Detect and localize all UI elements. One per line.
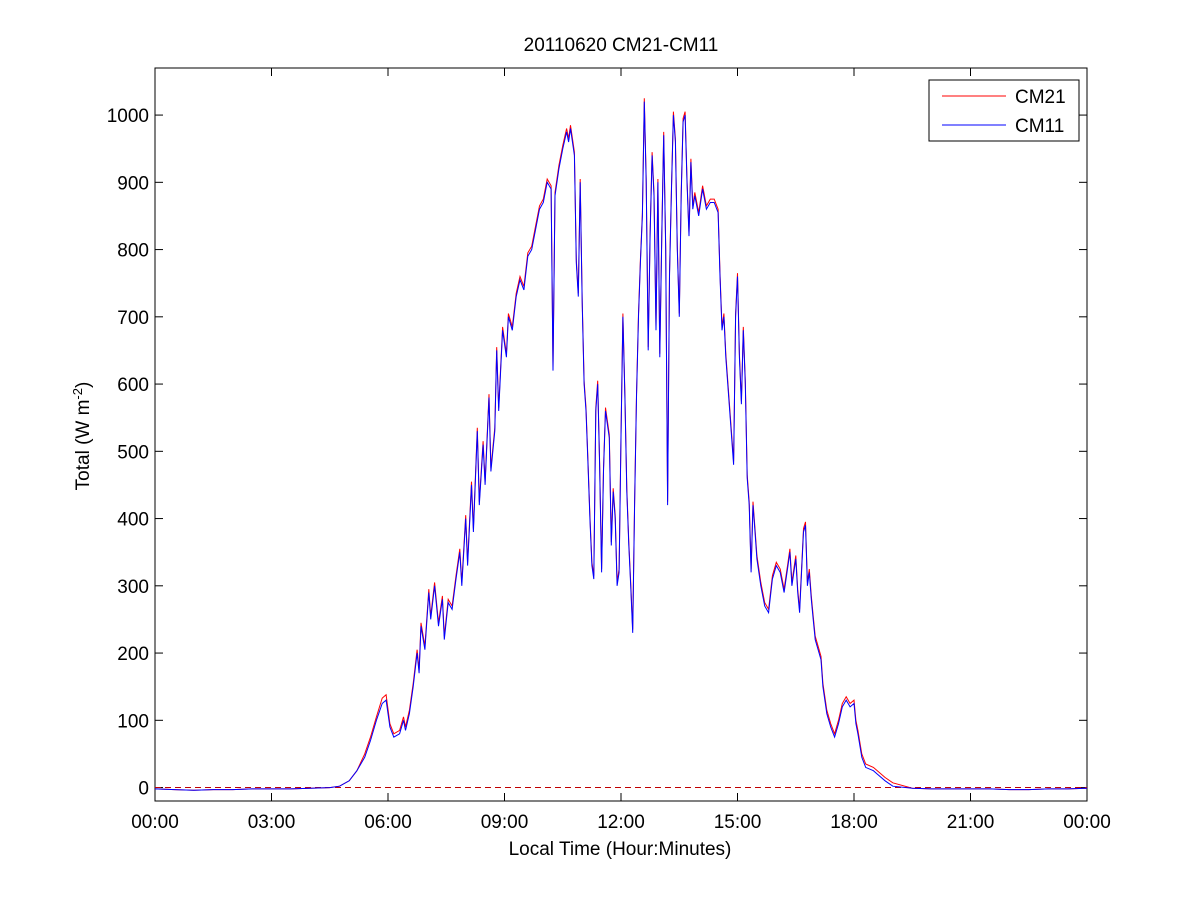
x-axis-label: Local Time (Hour:Minutes) [509, 839, 732, 860]
chart-title: 20110620 CM21-CM11 [524, 35, 719, 56]
x-tick-label: 00:00 [1063, 812, 1111, 833]
y-tick-label: 700 [117, 308, 149, 329]
y-tick-label: 500 [117, 442, 149, 463]
x-tick-label: 15:00 [714, 812, 762, 833]
legend-label-cm21: CM21 [1015, 87, 1066, 108]
x-axis: 00:00 03:00 06:00 09:00 12:00 15:00 18:00 21:00… [131, 68, 1111, 833]
y-tick-label: 300 [117, 577, 149, 598]
x-tick-label: 06:00 [364, 812, 412, 833]
x-tick-label: 00:00 [131, 812, 179, 833]
y-tick-label: 200 [117, 644, 149, 665]
y-axis-label-main: Total (W m [73, 400, 94, 491]
y-tick-label: 1000 [107, 106, 149, 127]
y-axis-label-close: ) [73, 382, 94, 388]
y-tick-label: 400 [117, 510, 149, 531]
y-tick-label: 100 [117, 711, 149, 732]
y-axis-label: Total (W m-2) [70, 382, 95, 491]
legend: CM21 CM11 [928, 79, 1080, 142]
x-tick-label: 18:00 [830, 812, 878, 833]
y-tick-label: 0 [138, 779, 149, 800]
x-tick-label: 09:00 [481, 812, 529, 833]
legend-label-cm11: CM11 [1015, 116, 1064, 137]
y-tick-label: 600 [117, 375, 149, 396]
legend-box [928, 79, 1080, 142]
x-tick-label: 21:00 [947, 812, 995, 833]
x-tick-label: 12:00 [597, 812, 645, 833]
y-tick-label: 800 [117, 241, 149, 262]
y-axis: 0 100 200 300 400 500 600 700 800 900 1000 [107, 106, 1087, 800]
y-tick-label: 900 [117, 173, 149, 194]
y-axis-label-exponent: -2 [70, 388, 85, 400]
x-tick-label: 03:00 [248, 812, 296, 833]
series-line-cm11 [155, 101, 1087, 791]
